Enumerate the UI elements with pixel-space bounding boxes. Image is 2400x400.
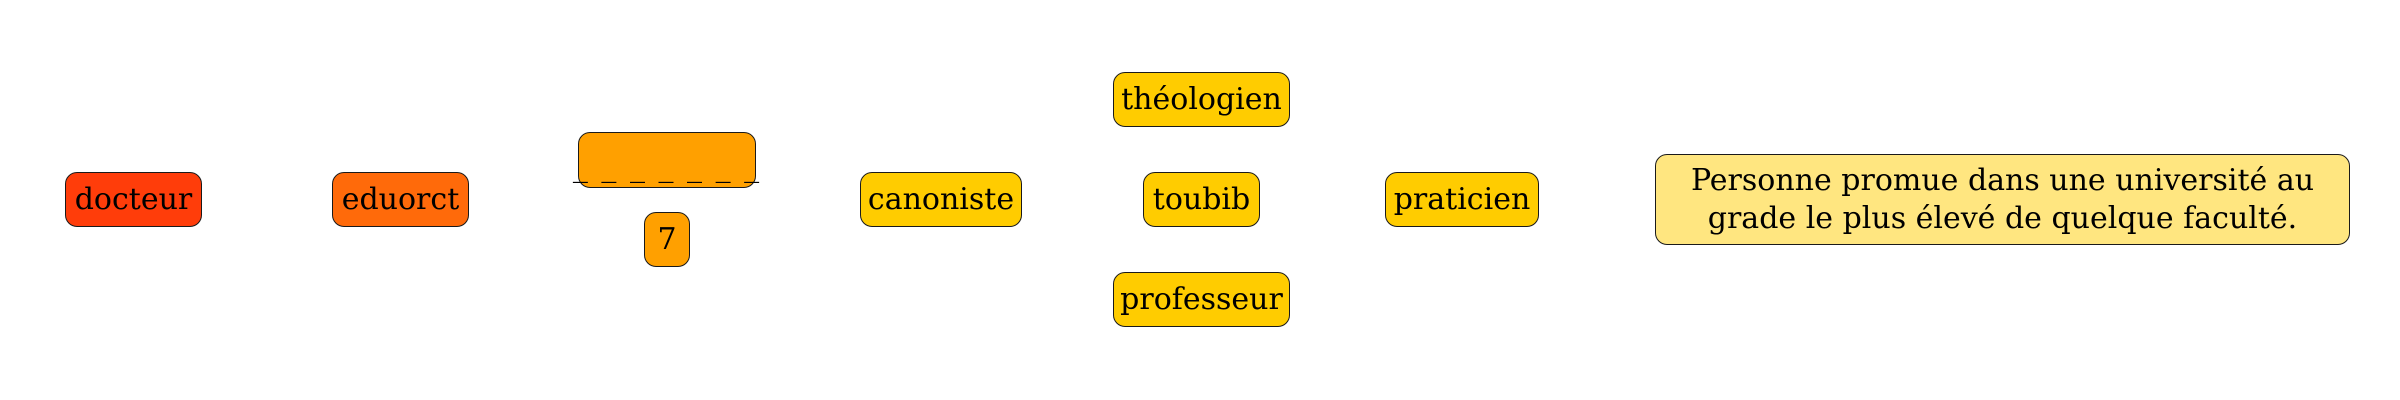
synonym-node-professeur: professeur	[1113, 272, 1290, 327]
synonym-node-canoniste: canoniste	[860, 172, 1022, 227]
letter-count-node: 7	[644, 212, 690, 267]
word-node: docteur	[65, 172, 202, 227]
synonym-node-theologien: théologien	[1113, 72, 1290, 127]
anagram-node: eduorct	[332, 172, 469, 227]
blank-letters-node: _ _ _ _ _ _ _	[573, 132, 759, 188]
definition-node: Personne promue dans une université au g…	[1655, 154, 2350, 245]
synonym-node-praticien: praticien	[1385, 172, 1539, 227]
synonym-node-toubib: toubib	[1143, 172, 1260, 227]
